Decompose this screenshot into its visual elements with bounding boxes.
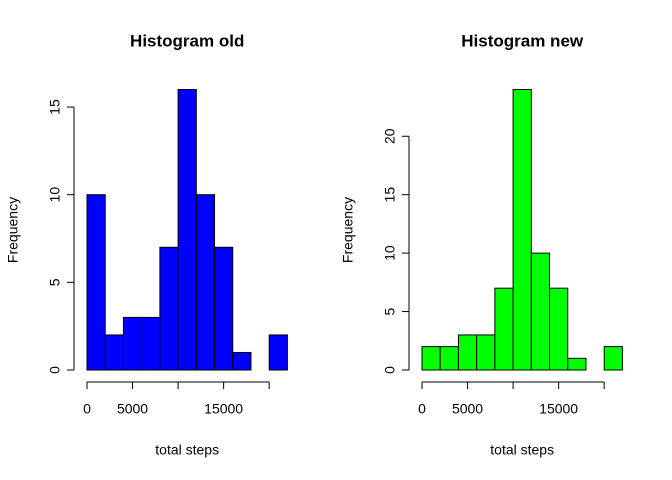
bar — [86, 194, 106, 371]
x-tick-label: 5000 — [117, 401, 148, 417]
y-tick-label: 10 — [382, 245, 398, 261]
bar — [439, 346, 459, 371]
y-tick-label: 20 — [382, 128, 398, 144]
y-tick-label: 15 — [47, 99, 63, 115]
y-tick-label: 5 — [382, 307, 398, 315]
bar — [232, 351, 252, 371]
x-tick-label: 0 — [418, 401, 426, 417]
bar — [268, 334, 288, 371]
y-tick-label: 15 — [382, 187, 398, 203]
bar — [494, 287, 514, 371]
bar — [159, 246, 179, 371]
bar — [549, 287, 569, 371]
bar — [567, 357, 587, 371]
x-tick-label: 5000 — [452, 401, 483, 417]
bar — [195, 194, 216, 371]
bar — [476, 334, 496, 371]
y-tick-label: 5 — [47, 278, 63, 286]
y-axis-label: Frequency — [5, 197, 21, 263]
x-axis-label: total steps — [155, 442, 219, 458]
x-tick-label: 0 — [83, 401, 91, 417]
y-tick-label: 0 — [47, 366, 63, 374]
bar — [603, 346, 623, 371]
y-tick-label: 0 — [382, 366, 398, 374]
chart-title: Histogram new — [461, 31, 584, 50]
bar — [141, 316, 161, 371]
y-tick-label: 10 — [47, 187, 63, 203]
bar — [457, 334, 478, 371]
x-tick-label: 15000 — [539, 401, 578, 417]
bar — [530, 252, 551, 371]
bar — [421, 346, 441, 371]
bar — [177, 89, 197, 371]
bar — [214, 246, 234, 371]
x-tick-label: 15000 — [204, 401, 243, 417]
x-axis-label: total steps — [490, 442, 554, 458]
bar — [122, 316, 143, 371]
bar — [512, 89, 532, 371]
y-axis-label: Frequency — [340, 197, 356, 263]
chart-title: Histogram old — [130, 31, 244, 50]
bar — [104, 334, 124, 371]
